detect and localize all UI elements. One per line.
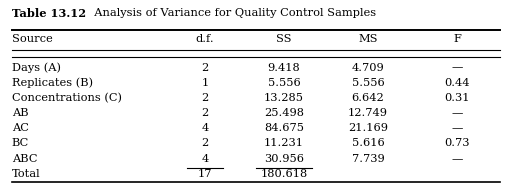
Text: 5.616: 5.616 (352, 138, 385, 149)
Text: —: — (452, 63, 463, 73)
Text: 12.749: 12.749 (348, 108, 388, 118)
Text: 5.556: 5.556 (268, 78, 301, 88)
Text: 1: 1 (201, 78, 209, 88)
Text: 6.642: 6.642 (352, 93, 385, 103)
Text: 2: 2 (201, 138, 209, 149)
Text: ABC: ABC (12, 154, 37, 164)
Text: AC: AC (12, 123, 29, 133)
Text: 2: 2 (201, 108, 209, 118)
Text: —: — (452, 123, 463, 133)
Text: 17: 17 (198, 169, 212, 179)
Text: BC: BC (12, 138, 29, 149)
Text: Days (A): Days (A) (12, 63, 60, 73)
Text: 13.285: 13.285 (264, 93, 304, 103)
Text: Source: Source (12, 34, 52, 44)
Text: 11.231: 11.231 (264, 138, 304, 149)
Text: 4.709: 4.709 (352, 63, 385, 73)
Text: —: — (452, 108, 463, 118)
Text: AB: AB (12, 108, 28, 118)
Text: 7.739: 7.739 (352, 154, 385, 164)
Text: 180.618: 180.618 (261, 169, 308, 179)
Text: 0.31: 0.31 (444, 93, 470, 103)
Text: 9.418: 9.418 (268, 63, 301, 73)
Text: 4: 4 (201, 154, 209, 164)
Text: 0.73: 0.73 (444, 138, 470, 149)
Text: 25.498: 25.498 (264, 108, 304, 118)
Text: Table 13.12: Table 13.12 (12, 8, 86, 19)
Text: —: — (452, 154, 463, 164)
Text: 5.556: 5.556 (352, 78, 385, 88)
Text: 2: 2 (201, 63, 209, 73)
Text: F: F (453, 34, 461, 44)
Text: 21.169: 21.169 (348, 123, 388, 133)
Text: 4: 4 (201, 123, 209, 133)
Text: SS: SS (276, 34, 292, 44)
Text: 30.956: 30.956 (264, 154, 304, 164)
Text: Total: Total (12, 169, 40, 179)
Text: Analysis of Variance for Quality Control Samples: Analysis of Variance for Quality Control… (87, 8, 376, 18)
Text: d.f.: d.f. (196, 34, 215, 44)
Text: 84.675: 84.675 (264, 123, 304, 133)
Text: Concentrations (C): Concentrations (C) (12, 93, 121, 103)
Text: Replicates (B): Replicates (B) (12, 78, 93, 88)
Text: 0.44: 0.44 (444, 78, 470, 88)
Text: MS: MS (358, 34, 378, 44)
Text: 2: 2 (201, 93, 209, 103)
